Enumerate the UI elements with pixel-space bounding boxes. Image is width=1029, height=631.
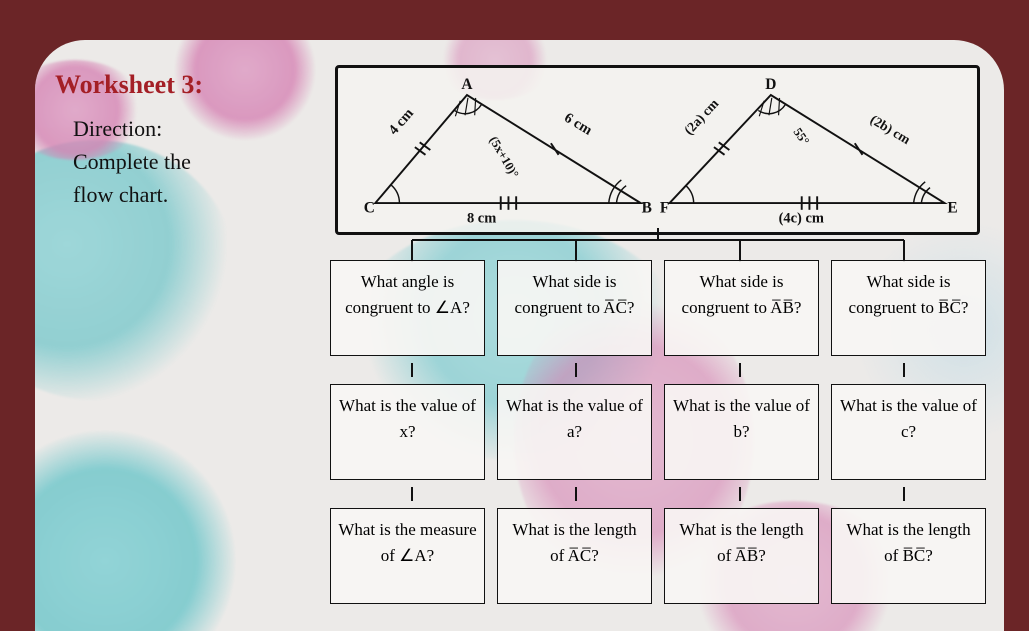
flowchart-grid: What angle is congruent to ∠A? What side … (330, 260, 986, 604)
paint-splash (35, 431, 235, 631)
triangles-diagram: A B C 4 cm 6 cm 8 cm (5x+10)° (335, 65, 980, 235)
cell-text: What is the measure of ∠A? (337, 517, 478, 568)
cell-text: What is the value of c? (838, 393, 979, 444)
svg-text:4 cm: 4 cm (386, 106, 417, 139)
flowchart-cell: What angle is congruent to ∠A? (330, 260, 485, 356)
worksheet-card: Worksheet 3: Direction: Complete the flo… (35, 40, 1004, 631)
cell-text: What is the value of x? (337, 393, 478, 444)
svg-text:F: F (660, 200, 669, 217)
svg-text:55°: 55° (791, 125, 813, 147)
flowchart-cell: What is the length of A̅B̅? (664, 508, 819, 604)
svg-text:C: C (364, 200, 375, 217)
flowchart-cell: What is the value of a? (497, 384, 652, 480)
flowchart-cell: What side is congruent to A̅C̅? (497, 260, 652, 356)
cell-text: What is the value of a? (504, 393, 645, 444)
flowchart-cell: What is the value of c? (831, 384, 986, 480)
cell-text: What is the length of A̅B̅? (671, 517, 812, 568)
flowchart-cell: What is the measure of ∠A? (330, 508, 485, 604)
header: Worksheet 3: Direction: Complete the flo… (55, 70, 315, 211)
cell-text: What angle is congruent to ∠A? (337, 269, 478, 320)
flowchart-cell: What is the value of x? (330, 384, 485, 480)
flowchart-cell: What side is congruent to B̅C̅? (831, 260, 986, 356)
direction-line: Complete the (73, 145, 315, 178)
direction-text: Direction: Complete the flow chart. (73, 112, 315, 211)
cell-text: What side is congruent to A̅C̅? (504, 269, 645, 320)
svg-text:B: B (642, 200, 652, 217)
worksheet-title: Worksheet 3: (55, 70, 315, 100)
svg-text:6 cm: 6 cm (561, 110, 594, 139)
cell-text: What side is congruent to B̅C̅? (838, 269, 979, 320)
cell-text: What is the length of B̅C̅? (838, 517, 979, 568)
svg-text:(5x+10)°: (5x+10)° (487, 134, 522, 180)
cell-text: What is the value of b? (671, 393, 812, 444)
cell-text: What is the length of A̅C̅? (504, 517, 645, 568)
flowchart-cell: What side is congruent to A̅B̅? (664, 260, 819, 356)
svg-text:D: D (765, 76, 776, 93)
flowchart-cell: What is the value of b? (664, 384, 819, 480)
flowchart-cell: What is the length of A̅C̅? (497, 508, 652, 604)
svg-text:8 cm: 8 cm (467, 210, 496, 226)
direction-line: Direction: (73, 112, 315, 145)
svg-text:(4c) cm: (4c) cm (779, 210, 824, 226)
direction-line: flow chart. (73, 178, 315, 211)
svg-text:A: A (461, 76, 473, 93)
svg-text:E: E (947, 200, 957, 217)
flowchart-cell: What is the length of B̅C̅? (831, 508, 986, 604)
cell-text: What side is congruent to A̅B̅? (671, 269, 812, 320)
svg-text:(2a) cm: (2a) cm (681, 95, 722, 137)
svg-text:(2b) cm: (2b) cm (868, 112, 914, 148)
